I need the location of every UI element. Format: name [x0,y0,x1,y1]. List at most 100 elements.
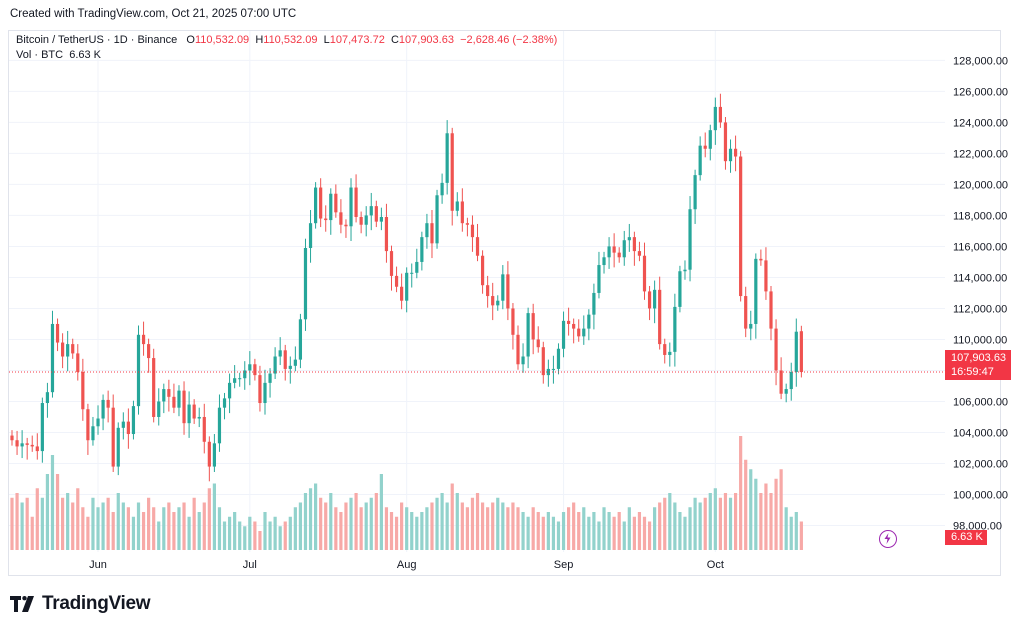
volume-bar [703,497,707,550]
candle-body [400,286,404,301]
candle-body [764,260,768,292]
candle-body [354,187,358,217]
volume-bar [278,526,282,550]
volume-bar [475,493,480,550]
candle-body [597,265,601,293]
volume-bar [10,497,14,550]
volume-bar [182,502,186,550]
candle-body [55,323,60,343]
volume-bar [764,483,768,550]
candle-body [222,398,227,408]
candle-body [774,328,778,371]
volume-bar [293,507,297,550]
candle-body [394,275,399,287]
volume-bar [774,478,778,550]
volume-bar [637,512,642,550]
candle-body [769,291,773,329]
high-label: H [255,34,264,46]
volume-bar [167,502,171,550]
chart-frame [8,30,1001,576]
candle-body [480,255,485,286]
candle-body [293,359,297,366]
volume-bar [607,512,611,550]
candle-body [440,182,444,196]
price-axis-label: 106,000.00 [953,396,1008,408]
candle-body [15,440,19,447]
candle-body [678,271,682,307]
brand-logo[interactable]: TradingView [10,593,151,615]
symbol-label[interactable]: Bitcoin / TetherUS · 1D · Binance [16,34,178,46]
candle-body [744,296,748,329]
volume-bar [440,493,444,550]
volume-bar [546,512,550,550]
candle-body [602,257,606,266]
volume-bar [319,497,323,550]
candle-body [587,314,591,329]
volume-bar [647,521,652,550]
volume-bar [536,512,540,550]
volume-tag: 6.63 K [945,530,987,545]
volume-bar [222,521,227,550]
price-axis-label: 124,000.00 [953,117,1008,129]
volume-bar [511,502,515,550]
volume-bar [152,507,156,550]
candle-body [526,313,530,357]
candle-body [506,274,510,309]
lightning-icon[interactable] [879,530,897,548]
candle-body [703,145,707,149]
volume-bar [217,507,222,550]
candle-body [718,106,722,123]
volume-bar [410,512,414,550]
volume-bar [789,516,793,550]
volume-bar [314,483,318,550]
candle-body [374,206,378,222]
volume-bar [592,512,596,550]
candle-body [334,193,338,213]
volume-bar [683,516,687,550]
candle-body [172,396,176,408]
candle-body [126,421,130,435]
volume-bar [501,502,505,550]
candle-body [71,344,75,354]
volume-bar [303,493,308,550]
candles [10,93,803,482]
candle-body [668,351,672,355]
volume-bar [587,516,591,550]
candle-body [632,237,636,252]
volume-bar [101,502,105,550]
volume-bar [71,502,75,550]
candle-body [612,246,616,253]
volume-bar [678,512,682,550]
candle-body [324,218,328,221]
candle-body [116,427,120,467]
candle-body [536,339,540,348]
change-value: −2,628.46 (−2.38%) [460,34,558,46]
volume-bar [374,493,378,550]
candle-body [435,195,439,244]
volume-bar [455,493,459,550]
volume-bar [86,516,90,550]
candle-body [607,246,611,258]
open-value: 110,532.09 [194,34,250,46]
candle-body [713,106,717,131]
volume-bar [794,512,798,550]
volume-bar [141,512,146,550]
candle-body [642,255,647,292]
volume-bar [561,512,566,550]
volume-bar [658,502,662,550]
volume-bar [693,497,697,550]
candle-body [531,313,535,340]
candle-body [723,122,728,162]
volume-bar [324,502,328,550]
volume-bar [202,502,206,550]
candle-body [248,364,252,371]
candle-body [20,443,24,447]
bar-countdown: 16:59:47 [951,366,994,378]
volume-bar [405,507,409,550]
volume-bar [556,521,561,550]
volume-label[interactable]: Vol · BTC [16,49,64,61]
candle-body [582,328,586,337]
volume-bar [567,507,571,550]
candle-body [521,356,525,365]
